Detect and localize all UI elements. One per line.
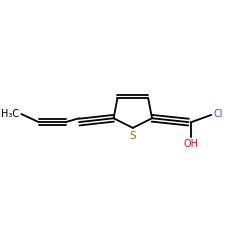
Text: Cl: Cl (213, 109, 223, 119)
Text: S: S (130, 131, 136, 141)
Text: OH: OH (184, 140, 199, 149)
Text: H₃C: H₃C (1, 109, 20, 119)
